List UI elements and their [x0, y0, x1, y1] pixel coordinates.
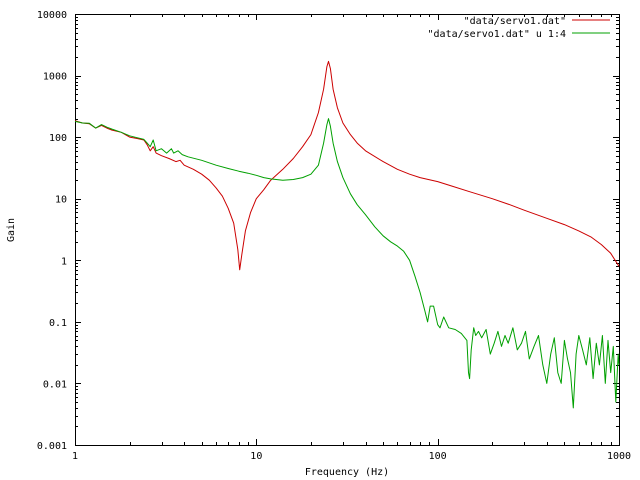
x-tick-label: 1000	[607, 451, 631, 462]
plot-border	[75, 14, 620, 446]
y-tick-label: 0.1	[49, 318, 67, 329]
series-lines	[74, 60, 620, 409]
y-axis-label: Gain	[6, 218, 17, 242]
x-tick-label: 1	[72, 451, 78, 462]
y-tick-label: 1	[61, 256, 67, 267]
series-line-2	[74, 118, 620, 409]
x-tick-label: 10	[250, 451, 262, 462]
y-tick-label: 1000	[43, 72, 67, 83]
x-axis-label: Frequency (Hz)	[305, 467, 389, 478]
y-tick-label: 0.001	[37, 441, 67, 452]
series-line-1	[74, 60, 620, 271]
axis-ticks: 1 10 100 1000 0.001 0.01 0.1 1 10 100 1000 10000	[37, 10, 631, 462]
legend-entry-label: "data/servo1.dat" u 1:4	[428, 29, 566, 40]
x-tick-label: 100	[429, 451, 447, 462]
y-tick-label: 10	[55, 195, 67, 206]
legend-entry-label: "data/servo1.dat"	[464, 16, 566, 27]
y-tick-label: 100	[49, 133, 67, 144]
y-tick-label: 10000	[37, 10, 67, 21]
legend: "data/servo1.dat" "data/servo1.dat" u 1:4	[428, 16, 610, 40]
y-tick-label: 0.01	[43, 379, 67, 390]
